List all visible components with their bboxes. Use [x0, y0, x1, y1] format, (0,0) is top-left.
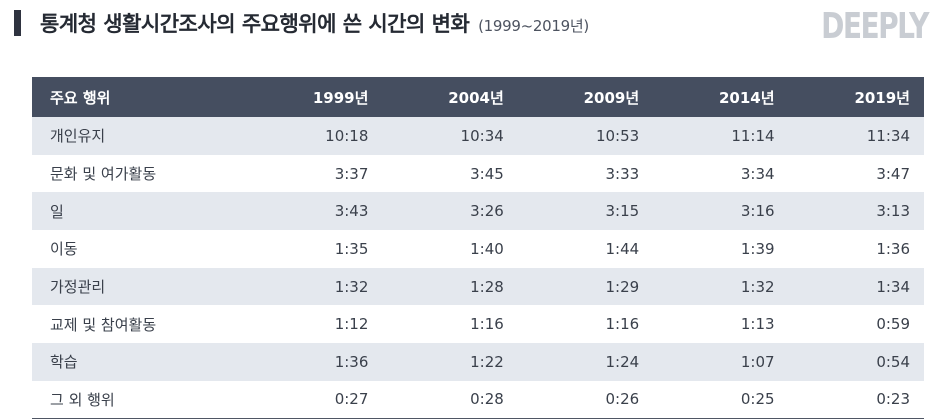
table-row: 이동 1:35 1:40 1:44 1:39 1:36 [32, 230, 924, 268]
cell-2014: 3:16 [740, 202, 775, 221]
title-main: 통계청 생활시간조사의 주요행위에 쓴 시간의 변화 [40, 12, 470, 36]
cell-2014: 1:32 [740, 277, 775, 296]
cell-2009: 0:26 [605, 390, 640, 409]
table-row: 가정관리 1:32 1:28 1:29 1:32 1:34 [32, 267, 924, 306]
cell-2004: 0:28 [470, 390, 504, 409]
cell-1999: 1:12 [334, 315, 369, 334]
cell-2009: 1:16 [605, 315, 640, 334]
cell-2019: 1:36 [876, 239, 910, 258]
cell-2014: 3:34 [740, 164, 775, 183]
table-row: 그 외 행위 0:27 0:28 0:26 0:25 0:23 [32, 380, 924, 419]
cell-1999: 1:36 [334, 352, 369, 371]
header-year-1999: 1999년 [312, 88, 369, 107]
header-year-2004: 2004년 [448, 88, 504, 107]
cell-2004: 3:45 [470, 164, 504, 183]
cell-1999: 1:35 [334, 239, 369, 258]
row-label: 문화 및 여가활동 [50, 165, 157, 184]
title-year-range: (1999~2019년) [478, 17, 589, 35]
cell-2004: 1:28 [470, 277, 504, 296]
cell-1999: 3:43 [334, 202, 369, 221]
cell-2014: 1:07 [740, 352, 775, 371]
deeply-logo: DEEPLY [821, 6, 929, 47]
cell-2019: 1:34 [876, 277, 910, 296]
cell-2009: 3:15 [605, 202, 640, 221]
cell-2004: 1:40 [470, 239, 504, 258]
cell-1999: 0:27 [334, 390, 369, 409]
row-label: 가정관리 [50, 278, 106, 297]
cell-1999: 10:18 [325, 126, 369, 145]
header-row: 주요 행위 1999년 2004년 2009년 2014년 2019년 [32, 77, 924, 117]
cell-2019: 0:23 [876, 390, 910, 409]
cell-1999: 3:37 [334, 164, 369, 183]
row-label: 개인유지 [50, 127, 106, 146]
table-row: 학습 1:36 1:22 1:24 1:07 0:54 [32, 343, 924, 381]
cell-2004: 3:26 [470, 202, 504, 221]
time-use-table: 주요 행위 1999년 2004년 2009년 2014년 2019년 개인유지… [32, 77, 924, 419]
row-label: 교제 및 참여활동 [50, 315, 157, 334]
cell-2014: 1:39 [740, 239, 775, 258]
cell-2009: 1:44 [605, 239, 640, 258]
title-accent-bar [14, 10, 21, 36]
row-label: 그 외 행위 [50, 390, 115, 409]
row-label: 이동 [50, 240, 78, 259]
cell-2009: 1:29 [605, 277, 640, 296]
cell-1999: 1:32 [334, 277, 369, 296]
header-year-2009: 2009년 [583, 88, 640, 107]
table-row: 문화 및 여가활동 3:37 3:45 3:33 3:34 3:47 [32, 154, 924, 193]
page-title: 통계청 생활시간조사의 주요행위에 쓴 시간의 변화 (1999~2019년) [40, 8, 589, 38]
cell-2014: 1:13 [740, 315, 775, 334]
row-label: 일 [50, 202, 64, 221]
cell-2004: 1:22 [470, 352, 504, 371]
table-body: 개인유지 10:18 10:34 10:53 11:14 11:34 문화 및 … [32, 117, 924, 419]
table-row: 일 3:43 3:26 3:15 3:16 3:13 [32, 192, 924, 231]
cell-2014: 0:25 [740, 390, 775, 409]
row-label: 학습 [50, 353, 78, 372]
header-year-2019: 2019년 [854, 88, 910, 107]
cell-2009: 10:53 [595, 126, 640, 145]
header-activity: 주요 행위 [50, 88, 111, 107]
cell-2004: 10:34 [460, 126, 504, 145]
cell-2014: 11:14 [731, 126, 775, 145]
cell-2019: 0:59 [876, 315, 910, 334]
cell-2019: 0:54 [876, 352, 910, 371]
table-row: 교제 및 참여활동 1:12 1:16 1:16 1:13 0:59 [32, 305, 924, 344]
cell-2004: 1:16 [470, 315, 504, 334]
cell-2009: 3:33 [605, 164, 640, 183]
cell-2009: 1:24 [605, 352, 640, 371]
cell-2019: 11:34 [866, 126, 910, 145]
cell-2019: 3:13 [876, 202, 910, 221]
table-row: 개인유지 10:18 10:34 10:53 11:14 11:34 [32, 117, 924, 155]
table-header: 주요 행위 1999년 2004년 2009년 2014년 2019년 [32, 77, 924, 117]
cell-2019: 3:47 [876, 164, 910, 183]
header-year-2014: 2014년 [719, 88, 775, 107]
